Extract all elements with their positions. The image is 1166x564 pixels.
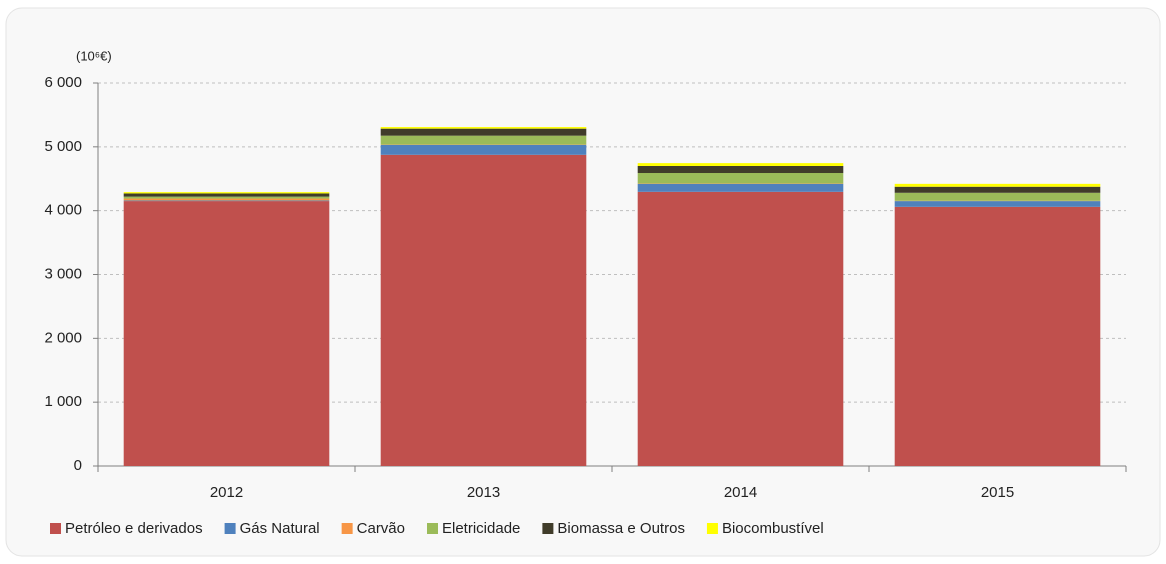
- bar-segment: [894, 183, 1101, 187]
- bar-segment: [380, 135, 587, 145]
- legend-swatch: [706, 523, 718, 534]
- y-tick-label: 3 000: [44, 265, 82, 282]
- legend-label: Petróleo e derivados: [65, 520, 203, 537]
- legend-label: Biomassa e Outros: [557, 520, 685, 537]
- bar-segment: [123, 200, 330, 202]
- legend-swatch: [542, 523, 554, 534]
- bar-segment: [894, 186, 1101, 193]
- y-tick-label: 5 000: [44, 138, 82, 155]
- bar-segment: [894, 192, 1101, 201]
- y-tick-label: 1 000: [44, 393, 82, 410]
- bar-segment: [123, 201, 330, 466]
- bar-segment: [123, 193, 330, 197]
- legend-label: Gás Natural: [240, 520, 320, 537]
- bar-segment: [637, 165, 844, 174]
- bar-segment: [637, 191, 844, 467]
- x-tick-label: 2015: [981, 484, 1014, 501]
- bar-segment: [123, 198, 330, 201]
- bar-segment: [637, 183, 844, 192]
- bar-segment: [894, 206, 1101, 466]
- legend-swatch: [427, 523, 438, 534]
- bar-segment: [123, 196, 330, 199]
- y-tick-label: 0: [74, 457, 82, 474]
- legend-label: Eletricidade: [442, 520, 520, 537]
- bar-segment: [894, 201, 1101, 207]
- x-tick-label: 2012: [210, 484, 243, 501]
- y-tick-label: 2 000: [44, 329, 82, 346]
- x-tick-label: 2014: [724, 484, 757, 501]
- x-tick-label: 2013: [467, 484, 500, 501]
- bar-segment: [380, 128, 587, 136]
- y-axis-label: (10⁶€): [76, 48, 112, 63]
- bar-segment: [637, 163, 844, 166]
- y-tick-label: 6 000: [44, 74, 82, 91]
- bar-segment: [123, 192, 330, 194]
- bar-segment: [637, 173, 844, 184]
- bar-segment: [380, 127, 587, 129]
- y-tick-label: 4 000: [44, 202, 82, 219]
- bar-segment: [380, 154, 587, 466]
- legend-swatch: [341, 523, 353, 534]
- legend-swatch: [224, 523, 236, 534]
- bar-segment: [380, 144, 587, 155]
- legend-swatch: [50, 523, 61, 534]
- legend-label: Carvão: [357, 520, 405, 537]
- legend-label: Biocombustível: [722, 520, 824, 537]
